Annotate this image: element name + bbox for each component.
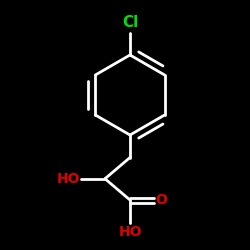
Text: HO: HO	[118, 224, 142, 238]
Text: O: O	[156, 193, 168, 207]
Text: HO: HO	[56, 172, 80, 186]
Text: Cl: Cl	[122, 15, 138, 30]
